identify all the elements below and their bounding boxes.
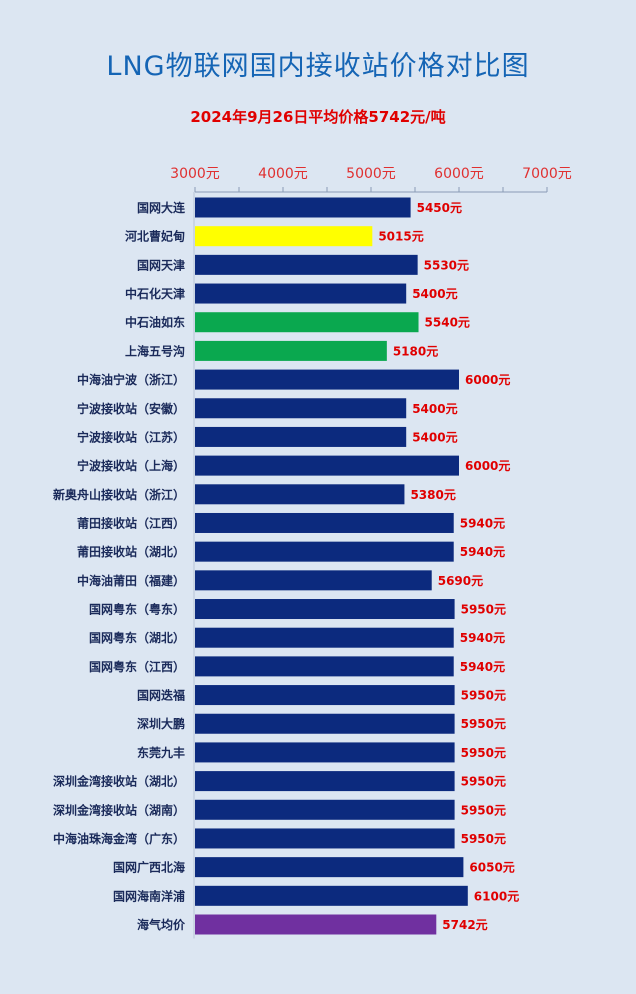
category-label: 中石油如东 — [125, 315, 185, 330]
bar — [195, 541, 454, 562]
bar — [195, 656, 454, 677]
category-label: 上海五号沟 — [125, 343, 185, 358]
bar — [195, 771, 455, 792]
value-label: 5950元 — [461, 746, 506, 760]
category-label: 深圳金湾接收站（湖南） — [53, 802, 185, 817]
bar — [195, 828, 455, 849]
value-label: 5742元 — [442, 918, 487, 932]
value-label: 5450元 — [417, 201, 462, 215]
bar — [195, 369, 459, 390]
value-label: 5950元 — [461, 803, 506, 817]
value-label: 5940元 — [460, 516, 505, 530]
x-tick-label: 5000元 — [346, 166, 396, 182]
bar — [195, 885, 468, 906]
value-label: 5400元 — [412, 402, 457, 416]
bar — [195, 914, 437, 935]
bar — [195, 283, 407, 304]
category-label: 宁波接收站（江苏） — [77, 429, 185, 444]
category-label: 国网迭福 — [137, 688, 185, 703]
value-label: 5400元 — [412, 287, 457, 301]
category-label: 中海油珠海金湾（广东） — [53, 831, 185, 846]
bar — [195, 254, 418, 275]
x-tick-label: 7000元 — [522, 166, 572, 182]
category-label: 国网粤东（江西） — [89, 659, 185, 674]
bar — [195, 742, 455, 763]
category-label: 宁波接收站（安徽） — [77, 401, 185, 416]
value-label: 5940元 — [460, 660, 505, 674]
value-label: 5540元 — [425, 316, 470, 330]
bar — [195, 197, 411, 218]
value-label: 5180元 — [393, 344, 438, 358]
bar — [195, 340, 387, 361]
bar — [195, 713, 455, 734]
bar — [195, 799, 455, 820]
category-label: 河北曹妃甸 — [124, 229, 185, 244]
value-label: 5950元 — [461, 832, 506, 846]
category-label: 国网天津 — [137, 257, 185, 272]
value-label: 6100元 — [474, 889, 519, 903]
value-label: 5380元 — [410, 488, 455, 502]
bar — [195, 426, 407, 447]
value-label: 5950元 — [461, 775, 506, 789]
category-label: 国网粤东（粤东） — [89, 602, 185, 617]
category-label: 中海油莆田（福建） — [77, 573, 185, 588]
value-label: 5530元 — [424, 258, 469, 272]
category-label: 中石化天津 — [125, 286, 185, 301]
bar — [195, 599, 455, 620]
value-label: 6000元 — [465, 373, 510, 387]
category-label: 国网粤东（湖北） — [89, 630, 185, 645]
x-tick-label: 6000元 — [434, 166, 484, 182]
value-label: 5950元 — [461, 717, 506, 731]
bar — [195, 512, 454, 533]
bar — [195, 570, 432, 591]
x-tick-label: 4000元 — [258, 166, 308, 182]
bar — [195, 857, 464, 878]
category-label: 国网海南洋浦 — [113, 888, 185, 903]
category-label: 新奥舟山接收站（浙江） — [53, 487, 185, 502]
bar — [195, 226, 373, 247]
x-tick-label: 3000元 — [170, 166, 220, 182]
bar — [195, 312, 419, 333]
category-label: 国网大连 — [137, 200, 186, 215]
value-label: 5940元 — [460, 631, 505, 645]
value-label: 6000元 — [465, 459, 510, 473]
category-label: 国网广西北海 — [113, 860, 185, 875]
category-label: 深圳大鹏 — [137, 716, 185, 731]
chart-subtitle: 2024年9月26日平均价格5742元/吨 — [190, 108, 446, 126]
bar — [195, 398, 407, 419]
chart-title: LNG物联网国内接收站价格对比图 — [106, 51, 530, 82]
bar — [195, 685, 455, 706]
value-label: 6050元 — [469, 861, 514, 875]
category-label: 莆田接收站（江西） — [77, 515, 185, 530]
category-label: 莆田接收站（湖北） — [77, 544, 185, 559]
value-label: 5950元 — [461, 689, 506, 703]
category-label: 深圳金湾接收站（湖北） — [53, 774, 185, 789]
bar — [195, 627, 454, 648]
category-label: 海气均价 — [137, 917, 186, 932]
value-label: 5690元 — [438, 574, 483, 588]
value-label: 5940元 — [460, 545, 505, 559]
category-label: 中海油宁波（浙江） — [77, 372, 185, 387]
value-label: 5015元 — [378, 230, 423, 244]
value-label: 5400元 — [412, 430, 457, 444]
category-label: 东莞九丰 — [137, 745, 185, 760]
bar — [195, 484, 405, 505]
value-label: 5950元 — [461, 603, 506, 617]
category-label: 宁波接收站（上海） — [77, 458, 185, 473]
bar — [195, 455, 459, 476]
